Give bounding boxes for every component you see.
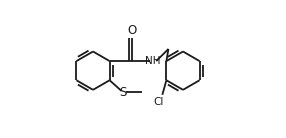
Text: O: O [127,24,136,37]
Text: NH: NH [145,56,160,66]
Text: S: S [120,86,127,99]
Text: Cl: Cl [154,97,164,107]
